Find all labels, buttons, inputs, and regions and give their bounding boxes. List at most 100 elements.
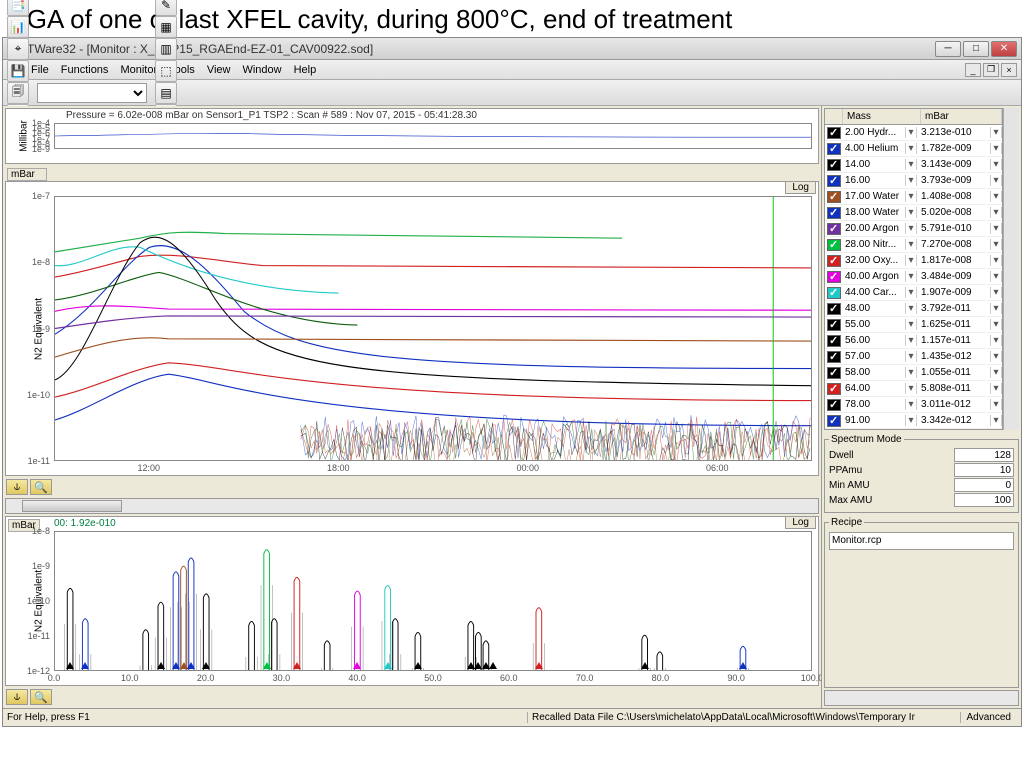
maximize-button[interactable]: □ <box>963 41 989 57</box>
mass-checkbox[interactable] <box>827 223 841 235</box>
close-button[interactable]: ✕ <box>991 41 1017 57</box>
dropdown-icon[interactable]: ▾ <box>905 159 917 170</box>
mass-row[interactable]: 4.00 Helium▾1.782e-009▾ <box>825 141 1002 157</box>
mass-checkbox[interactable] <box>827 367 841 379</box>
dropdown-icon[interactable]: ▾ <box>990 175 1002 186</box>
mass-checkbox[interactable] <box>827 143 841 155</box>
tb-b-5[interactable]: ▥ <box>155 38 177 60</box>
mass-marker[interactable] <box>489 662 497 669</box>
dropdown-icon[interactable]: ▾ <box>990 383 1002 394</box>
zoom-magnify-icon-2[interactable]: 🔍 <box>30 689 52 705</box>
zoom-magnify-icon[interactable]: 🔍 <box>30 479 52 495</box>
mdi-close[interactable]: × <box>1001 63 1017 77</box>
mass-checkbox[interactable] <box>827 335 841 347</box>
mass-row[interactable]: 17.00 Water▾1.408e-008▾ <box>825 189 1002 205</box>
dropdown-icon[interactable]: ▾ <box>905 399 917 410</box>
dropdown-icon[interactable]: ▾ <box>905 271 917 282</box>
tb-a-3[interactable]: ⌖ <box>7 38 29 60</box>
mass-checkbox[interactable] <box>827 287 841 299</box>
log-button-bot[interactable]: Log <box>785 516 816 529</box>
mass-checkbox[interactable] <box>827 255 841 267</box>
tb-a-1[interactable]: 📑 <box>7 0 29 16</box>
mass-row[interactable]: 44.00 Car...▾1.907e-009▾ <box>825 285 1002 301</box>
log-button-mid[interactable]: Log <box>785 181 816 194</box>
mass-scrollbar[interactable] <box>1003 108 1019 430</box>
tb-b-3[interactable]: ✎ <box>155 0 177 16</box>
mass-marker[interactable] <box>535 662 543 669</box>
mass-checkbox[interactable] <box>827 271 841 283</box>
mass-row[interactable]: 18.00 Water▾5.020e-008▾ <box>825 205 1002 221</box>
dropdown-icon[interactable]: ▾ <box>990 351 1002 362</box>
mass-marker[interactable] <box>414 662 422 669</box>
dropdown-icon[interactable]: ▾ <box>905 303 917 314</box>
tb-b-6[interactable]: ⬚ <box>155 60 177 82</box>
mass-col-mbar[interactable]: mBar <box>921 109 1002 124</box>
dropdown-icon[interactable]: ▾ <box>990 271 1002 282</box>
mass-checkbox[interactable] <box>827 415 841 427</box>
dropdown-icon[interactable]: ▾ <box>990 399 1002 410</box>
menu-file[interactable]: File <box>25 62 55 78</box>
mass-row[interactable]: 58.00▾1.055e-011▾ <box>825 365 1002 381</box>
dropdown-icon[interactable]: ▾ <box>905 335 917 346</box>
mass-checkbox[interactable] <box>827 127 841 139</box>
dropdown-icon[interactable]: ▾ <box>905 239 917 250</box>
dropdown-icon[interactable]: ▾ <box>990 143 1002 154</box>
dwell-input[interactable] <box>954 448 1014 462</box>
hscrollbar[interactable] <box>5 498 819 514</box>
mass-checkbox[interactable] <box>827 239 841 251</box>
maxamu-input[interactable] <box>954 493 1014 507</box>
minimize-button[interactable]: ─ <box>935 41 961 57</box>
ppamu-input[interactable] <box>954 463 1014 477</box>
mass-marker[interactable] <box>66 662 74 669</box>
mass-checkbox[interactable] <box>827 207 841 219</box>
mass-marker[interactable] <box>157 662 165 669</box>
recipe-value[interactable]: Monitor.rcp <box>829 532 1014 550</box>
dropdown-icon[interactable]: ▾ <box>990 287 1002 298</box>
mass-checkbox[interactable] <box>827 303 841 315</box>
mass-checkbox[interactable] <box>827 175 841 187</box>
dropdown-icon[interactable]: ▾ <box>990 255 1002 266</box>
dropdown-icon[interactable]: ▾ <box>905 143 917 154</box>
dropdown-icon[interactable]: ▾ <box>905 351 917 362</box>
mass-checkbox[interactable] <box>827 399 841 411</box>
mass-row[interactable]: 91.00▾3.342e-012▾ <box>825 413 1002 429</box>
dropdown-icon[interactable]: ▾ <box>905 255 917 266</box>
mass-row[interactable]: 32.00 Oxy...▾1.817e-008▾ <box>825 253 1002 269</box>
mass-row[interactable]: 55.00▾1.625e-011▾ <box>825 317 1002 333</box>
menu-view[interactable]: View <box>201 62 237 78</box>
dropdown-icon[interactable]: ▾ <box>990 207 1002 218</box>
mass-checkbox[interactable] <box>827 159 841 171</box>
dropdown-icon[interactable]: ▾ <box>905 383 917 394</box>
dropdown-icon[interactable]: ▾ <box>905 287 917 298</box>
mdi-minimize[interactable]: _ <box>965 63 981 77</box>
mass-row[interactable]: 28.00 Nitr...▾7.270e-008▾ <box>825 237 1002 253</box>
dropdown-icon[interactable]: ▾ <box>990 415 1002 426</box>
mass-marker[interactable] <box>384 662 392 669</box>
tb-a-4[interactable]: 💾 <box>7 60 29 82</box>
dropdown-icon[interactable]: ▾ <box>905 223 917 234</box>
mass-row[interactable]: 57.00▾1.435e-012▾ <box>825 349 1002 365</box>
dropdown-icon[interactable]: ▾ <box>990 191 1002 202</box>
mass-row[interactable]: 56.00▾1.157e-011▾ <box>825 333 1002 349</box>
tb-a-2[interactable]: 📊 <box>7 16 29 38</box>
mass-row[interactable]: 14.00▾3.143e-009▾ <box>825 157 1002 173</box>
tb-b-7[interactable]: ▤ <box>155 82 177 104</box>
mass-row[interactable]: 48.00▾3.792e-011▾ <box>825 301 1002 317</box>
dropdown-icon[interactable]: ▾ <box>905 127 917 138</box>
tb-a-5[interactable]: 🗐 <box>7 82 29 104</box>
mass-marker[interactable] <box>739 662 747 669</box>
dropdown-icon[interactable]: ▾ <box>990 319 1002 330</box>
mass-marker[interactable] <box>293 662 301 669</box>
mass-col-mass[interactable]: Mass <box>843 109 921 124</box>
mass-row[interactable]: 16.00▾3.793e-009▾ <box>825 173 1002 189</box>
mass-marker[interactable] <box>353 662 361 669</box>
dropdown-icon[interactable]: ▾ <box>905 367 917 378</box>
zoom-pan-icon-2[interactable]: ⫝ <box>6 689 28 705</box>
mass-row[interactable]: 20.00 Argon▾5.791e-010▾ <box>825 221 1002 237</box>
dropdown-icon[interactable]: ▾ <box>905 415 917 426</box>
mass-marker[interactable] <box>202 662 210 669</box>
dropdown-icon[interactable]: ▾ <box>990 303 1002 314</box>
mass-marker[interactable] <box>81 662 89 669</box>
mass-checkbox[interactable] <box>827 319 841 331</box>
dropdown-icon[interactable]: ▾ <box>905 319 917 330</box>
